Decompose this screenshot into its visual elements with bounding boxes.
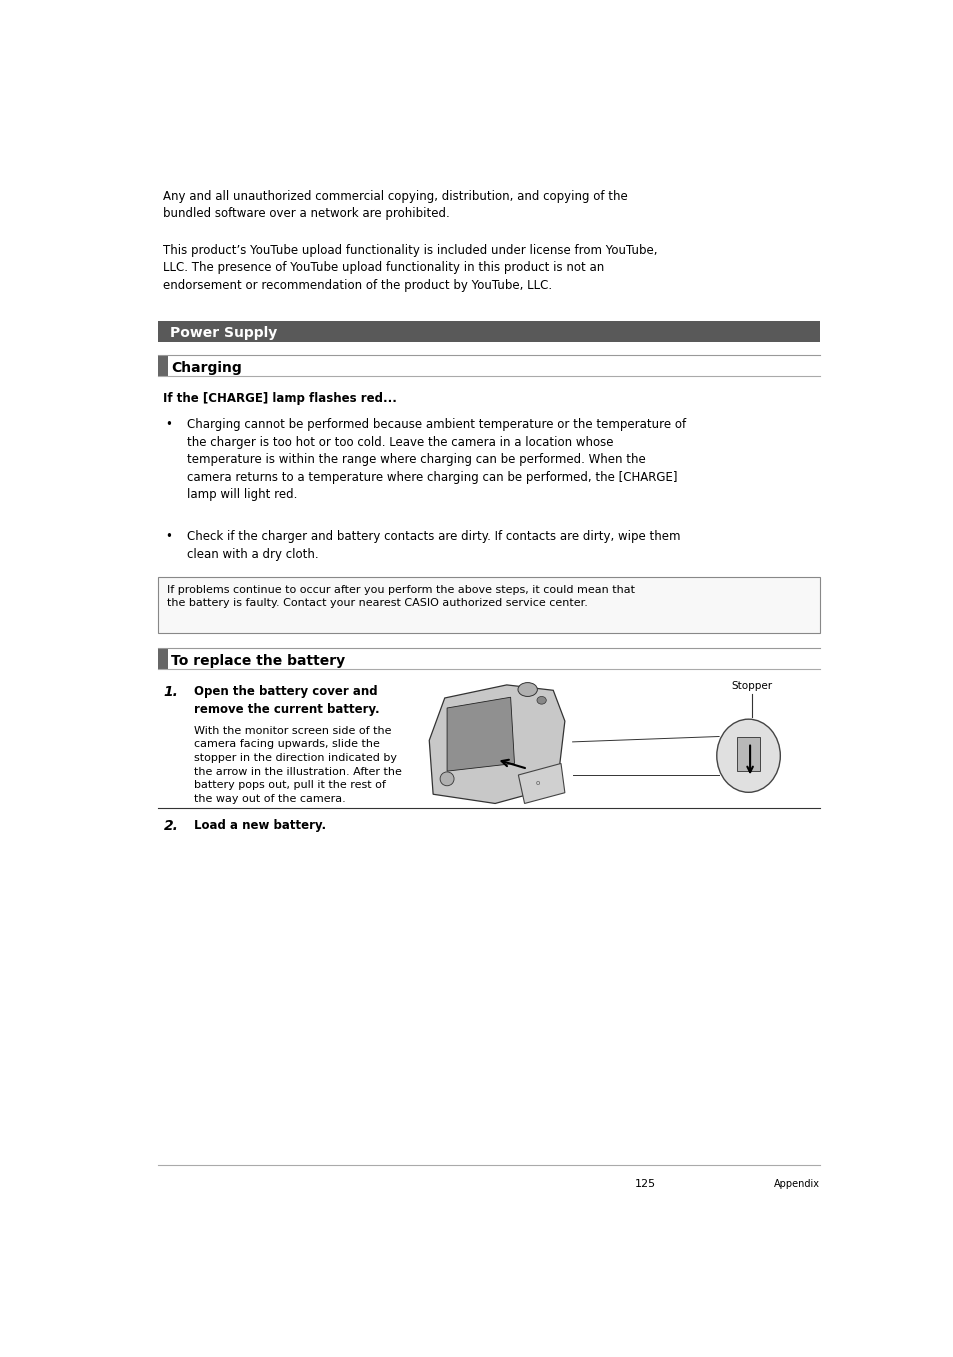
Text: 2.: 2. bbox=[163, 818, 178, 833]
Bar bbox=[158, 647, 168, 669]
Text: Any and all unauthorized commercial copying, distribution, and copying of the
bu: Any and all unauthorized commercial copy… bbox=[163, 190, 627, 220]
Text: o: o bbox=[535, 780, 539, 786]
Ellipse shape bbox=[517, 683, 537, 696]
Text: Open the battery cover and
remove the current battery.: Open the battery cover and remove the cu… bbox=[194, 685, 379, 716]
Bar bbox=[736, 737, 760, 771]
Polygon shape bbox=[517, 764, 564, 803]
Ellipse shape bbox=[439, 772, 454, 786]
Text: This product’s YouTube upload functionality is included under license from YouTu: This product’s YouTube upload functional… bbox=[163, 244, 658, 292]
Text: Charging: Charging bbox=[171, 361, 242, 376]
Text: 1.: 1. bbox=[163, 685, 178, 699]
Text: Stopper: Stopper bbox=[731, 681, 772, 691]
Text: Charging cannot be performed because ambient temperature or the temperature of
t: Charging cannot be performed because amb… bbox=[187, 418, 685, 502]
Ellipse shape bbox=[716, 719, 780, 792]
Text: Load a new battery.: Load a new battery. bbox=[194, 818, 326, 832]
Text: 125: 125 bbox=[634, 1179, 655, 1189]
Text: Power Supply: Power Supply bbox=[170, 327, 276, 341]
Text: With the monitor screen side of the
camera facing upwards, slide the
stopper in : With the monitor screen side of the came… bbox=[194, 726, 402, 803]
Text: If problems continue to occur after you perform the above steps, it could mean t: If problems continue to occur after you … bbox=[167, 585, 635, 608]
Text: Check if the charger and battery contacts are dirty. If contacts are dirty, wipe: Check if the charger and battery contact… bbox=[187, 531, 679, 560]
Bar bbox=[158, 356, 168, 376]
Polygon shape bbox=[429, 685, 564, 803]
Bar bbox=[158, 577, 819, 632]
Text: •: • bbox=[165, 531, 172, 543]
Text: Appendix: Appendix bbox=[773, 1179, 819, 1189]
Text: To replace the battery: To replace the battery bbox=[171, 654, 345, 668]
Text: If the [CHARGE] lamp flashes red...: If the [CHARGE] lamp flashes red... bbox=[163, 392, 396, 404]
Text: •: • bbox=[165, 418, 172, 432]
Ellipse shape bbox=[537, 696, 546, 704]
Bar bbox=[158, 320, 819, 342]
Polygon shape bbox=[447, 697, 514, 771]
